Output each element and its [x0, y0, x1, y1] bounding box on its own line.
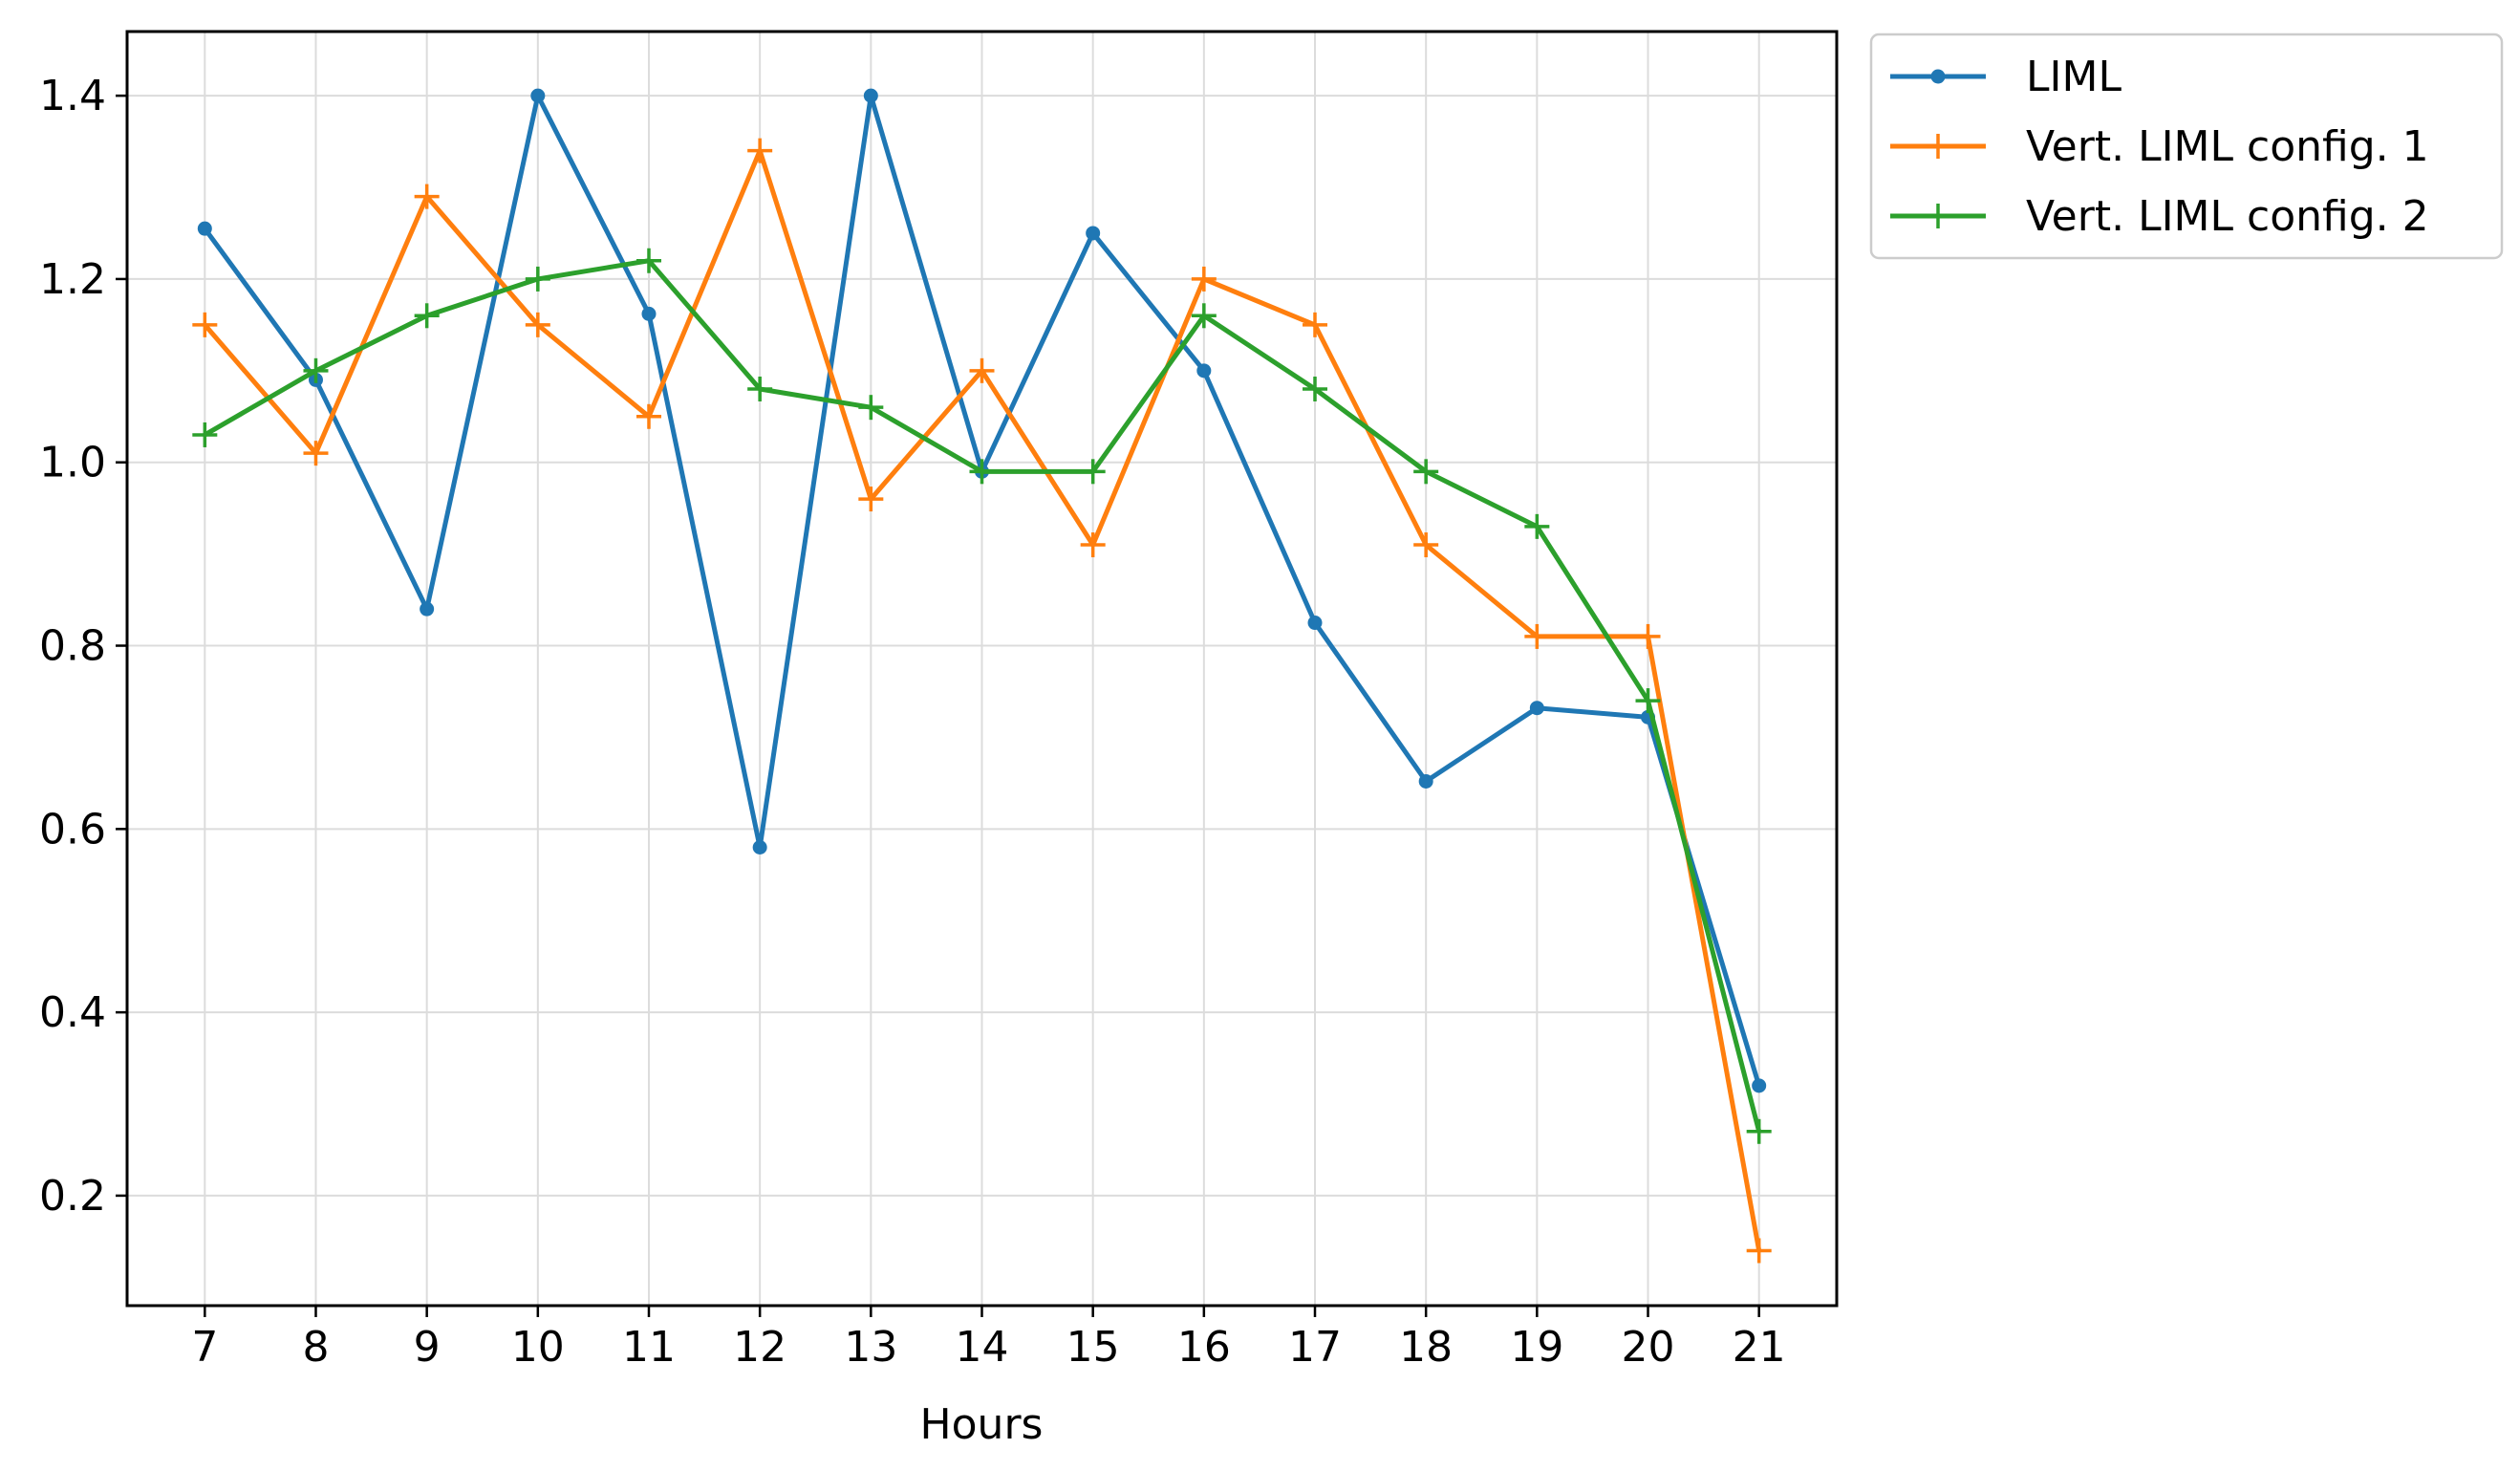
data-point [1413, 459, 1439, 485]
x-axis: 7 8 9 10 11 12 13 14 15 16 17 18 19 20 21 [191, 1306, 1786, 1372]
data-point [303, 357, 329, 383]
data-point [1191, 303, 1217, 329]
data-point [1524, 623, 1550, 649]
x-axis-title: Hours [920, 1400, 1044, 1449]
x-tick-label: 10 [511, 1323, 565, 1372]
data-point [197, 221, 212, 236]
data-point [1635, 623, 1661, 649]
x-tick-label: 8 [302, 1323, 329, 1372]
y-tick-label: 1.4 [39, 72, 106, 120]
data-point [1303, 312, 1328, 337]
x-tick-label: 7 [191, 1323, 218, 1372]
data-point [863, 88, 878, 103]
y-tick-label: 0.6 [39, 805, 106, 854]
data-point [747, 138, 773, 163]
legend-box [1869, 32, 2504, 260]
data-point [1080, 459, 1106, 485]
legend-entry: Vert. LIML config. 1 [1890, 122, 2429, 171]
x-tick-label: 16 [1177, 1323, 1231, 1372]
legend-marker [1926, 204, 1950, 228]
y-tick-label: 0.2 [39, 1172, 106, 1221]
legend-entry: Vert. LIML config. 2 [1890, 192, 2429, 241]
x-tick-label: 13 [844, 1323, 897, 1372]
series-layer [192, 88, 1772, 1264]
data-point [303, 441, 329, 466]
data-point [192, 422, 218, 447]
data-point [641, 306, 657, 321]
x-tick-label: 14 [956, 1323, 1009, 1372]
data-point [747, 377, 773, 402]
data-point [858, 487, 884, 512]
data-point [635, 248, 661, 273]
data-point [1752, 1078, 1767, 1093]
series-2 [192, 138, 1772, 1264]
data-point [530, 88, 546, 103]
data-point [420, 601, 435, 617]
grid-lines [127, 32, 1837, 1306]
x-tick-label: 15 [1066, 1323, 1120, 1372]
data-point [1196, 363, 1212, 379]
data-point [1746, 1238, 1772, 1264]
legend: LIML Vert. LIML config. 1 Vert. LIML confi… [1869, 32, 2504, 260]
data-point [1746, 1118, 1772, 1144]
legend-marker [1926, 134, 1950, 159]
data-point [969, 459, 995, 485]
data-point [1086, 226, 1101, 241]
x-tick-label: 11 [622, 1323, 676, 1372]
x-tick-label: 9 [414, 1323, 441, 1372]
y-tick-label: 0.8 [39, 622, 106, 671]
data-point [1307, 616, 1323, 631]
data-point [635, 403, 661, 429]
data-point [1524, 513, 1550, 539]
x-tick-label: 20 [1622, 1323, 1675, 1372]
data-point [1635, 688, 1661, 714]
data-point [858, 395, 884, 421]
data-point [1080, 532, 1106, 558]
x-tick-label: 18 [1399, 1323, 1453, 1372]
x-tick-label: 12 [733, 1323, 786, 1372]
legend-label: Vert. LIML config. 1 [2026, 122, 2429, 171]
y-tick-label: 1.2 [39, 255, 106, 304]
data-point [414, 303, 440, 329]
x-tick-label: 17 [1288, 1323, 1342, 1372]
data-point [525, 312, 550, 337]
legend-entry: LIML [1890, 53, 2122, 101]
data-point [1529, 701, 1544, 716]
data-point [1191, 266, 1217, 292]
y-axis: 0.2 0.4 0.6 0.8 1.0 1.2 1.4 [39, 72, 127, 1221]
data-point [1303, 377, 1328, 402]
legend-label: LIML [2026, 53, 2122, 101]
data-point [969, 357, 995, 383]
data-point [1413, 532, 1439, 558]
legend-label: Vert. LIML config. 2 [2026, 192, 2429, 241]
legend-marker [1930, 69, 1946, 84]
x-tick-label: 21 [1733, 1323, 1786, 1372]
series-3 [192, 248, 1772, 1144]
data-point [525, 266, 550, 292]
y-tick-label: 0.4 [39, 988, 106, 1037]
x-tick-label: 19 [1510, 1323, 1563, 1372]
data-point [752, 840, 767, 855]
data-point [1418, 773, 1433, 789]
y-tick-label: 1.0 [39, 439, 106, 487]
data-point [192, 312, 218, 337]
data-point [414, 184, 440, 209]
